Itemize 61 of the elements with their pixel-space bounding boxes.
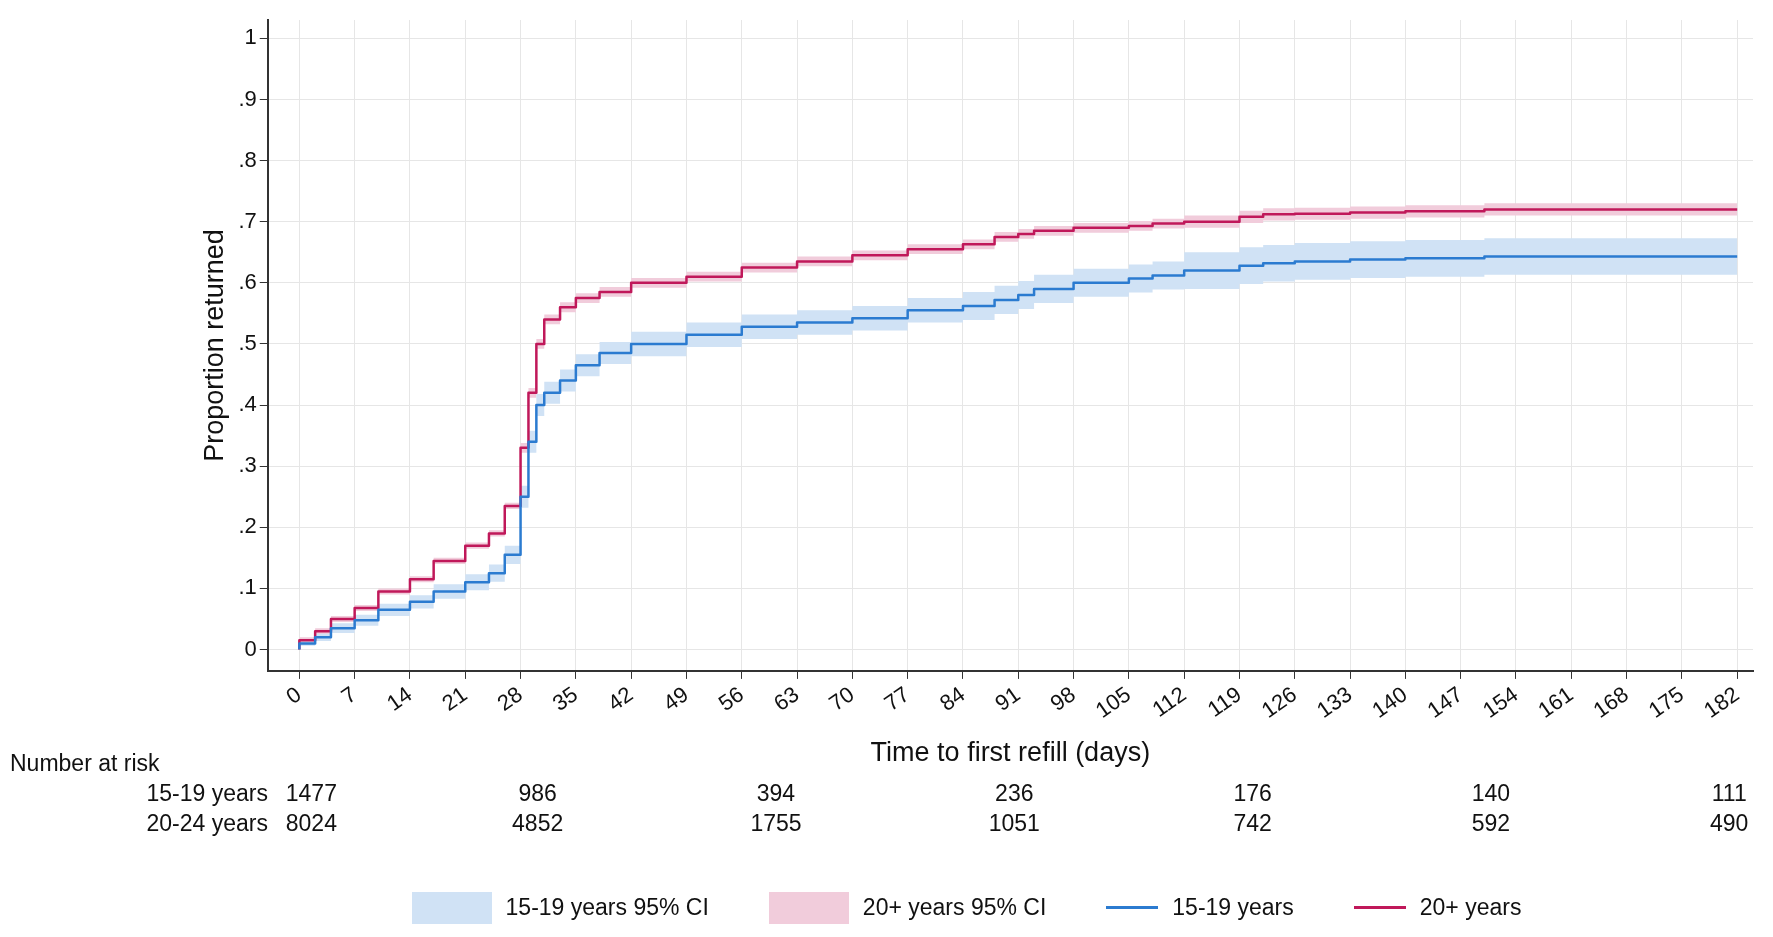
x-tick-label: 0 (281, 681, 306, 709)
text: 111 (1711, 780, 1747, 807)
y-tick-label: .2 (238, 513, 257, 539)
x-tick-label: 21 (437, 681, 472, 716)
x-tick-label: 133 (1312, 681, 1357, 723)
text: 490 (1710, 810, 1749, 837)
y-tick-label: .4 (238, 391, 257, 417)
x-tick-label: 140 (1367, 681, 1412, 723)
x-tick-label: 154 (1477, 681, 1523, 723)
x-tick-label: 70 (824, 681, 859, 716)
y-tick-label: .7 (238, 207, 257, 233)
text: 20+ years 95% CI (862, 894, 1047, 921)
text: 8024 (285, 810, 338, 837)
y-tick-label: .3 (238, 452, 257, 478)
x-axis-title: Time to first refill (days) (870, 737, 1151, 768)
x-tick-label: 35 (547, 681, 583, 716)
x-tick-label: 161 (1533, 681, 1578, 723)
y-tick-label: 0 (244, 635, 257, 661)
text: 236 (995, 780, 1034, 807)
text: 4852 (512, 810, 564, 837)
text: 1755 (750, 810, 802, 837)
x-tick-label: 56 (713, 681, 749, 716)
x-tick-label: 14 (381, 681, 417, 716)
text: 592 (1471, 810, 1511, 837)
x-tick-label: 7 (336, 681, 361, 709)
text: 15-19 years (146, 780, 268, 807)
text: 1477 (285, 780, 337, 807)
x-tick-label: 91 (990, 681, 1025, 716)
text: 986 (518, 780, 557, 807)
y-tick-label: 1 (244, 24, 257, 50)
x-tick-label: 119 (1202, 681, 1246, 722)
text: 176 (1233, 780, 1272, 807)
text: Number at risk (10, 750, 161, 777)
x-tick-label: 98 (1045, 681, 1080, 716)
y-tick-label: .1 (238, 574, 257, 600)
text: 394 (756, 780, 796, 807)
x-tick-label: 84 (934, 681, 970, 716)
x-tick-label: 175 (1643, 681, 1689, 723)
legend-label: 15-19 years (1172, 894, 1294, 921)
y-tick-label: .9 (238, 85, 257, 111)
legend-label: 20+ years (1419, 894, 1522, 921)
x-tick-label: 49 (658, 681, 693, 716)
y-axis-title: Proportion returned (198, 229, 229, 462)
x-tick-label: 112 (1147, 681, 1191, 722)
x-tick-label: 147 (1422, 681, 1468, 723)
y-tick-label: .8 (238, 146, 257, 172)
x-tick-label: 77 (879, 681, 915, 716)
x-tick-label: 28 (492, 681, 527, 716)
text: 15-19 years 95% CI (505, 894, 709, 921)
text: 742 (1233, 810, 1272, 837)
text: 20-24 years (146, 810, 268, 837)
y-tick-label: .6 (238, 268, 257, 294)
text: 140 (1471, 780, 1511, 807)
y-tick-label: .5 (238, 329, 257, 355)
text: 1051 (988, 810, 1040, 837)
x-tick-label: 168 (1588, 681, 1633, 723)
x-tick-label: 105 (1090, 681, 1136, 723)
x-tick-label: 63 (769, 681, 804, 716)
x-tick-label: 182 (1699, 681, 1744, 723)
x-tick-label: 126 (1256, 681, 1302, 723)
x-tick-label: 42 (603, 681, 638, 716)
